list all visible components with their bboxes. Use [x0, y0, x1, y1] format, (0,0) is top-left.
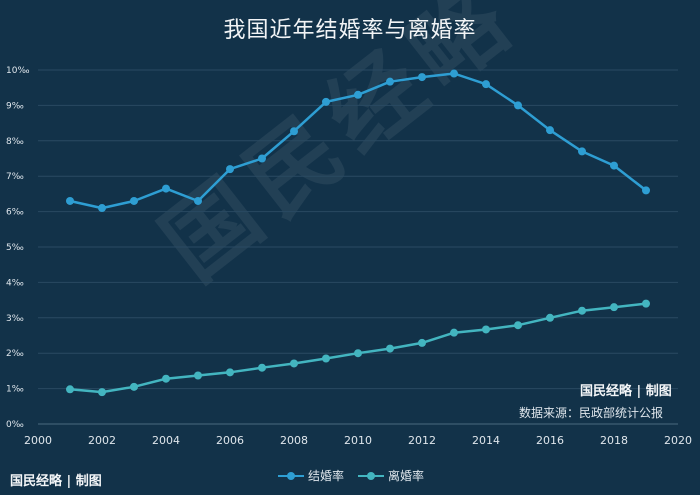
legend-swatch-marriage	[278, 471, 304, 481]
y-tick-label: 4‰	[6, 278, 24, 288]
x-tick-label: 2012	[408, 434, 436, 447]
y-axis: 0‰ 1‰ 2‰ 3‰ 4‰ 5‰ 6‰ 7‰ 8‰ 9‰ 10‰	[6, 66, 30, 430]
data-point-divorce	[418, 338, 426, 347]
x-tick-label: 2002	[88, 434, 116, 447]
legend: 结婚率 离婚率	[278, 467, 424, 484]
data-point-marriage	[66, 196, 74, 205]
data-point-marriage	[546, 126, 554, 135]
data-point-marriage	[610, 161, 618, 170]
legend-item-marriage: 结婚率	[278, 467, 344, 484]
data-point-divorce	[578, 306, 586, 315]
x-tick-label: 2006	[216, 434, 244, 447]
chart-title: 我国近年结婚率与离婚率	[223, 18, 477, 43]
x-tick-label: 2020	[664, 434, 692, 447]
data-point-marriage	[642, 186, 650, 195]
x-axis: 2000 2002 2004 2006 2008 2010 2012 2014 2016 2018…	[24, 434, 692, 447]
data-point-divorce	[354, 349, 362, 358]
legend-label-marriage: 结婚率	[308, 469, 345, 483]
data-point-marriage	[226, 165, 234, 174]
x-tick-label: 2018	[600, 434, 628, 447]
data-point-divorce	[482, 325, 490, 334]
data-point-divorce	[130, 382, 138, 391]
data-point-divorce	[194, 371, 202, 380]
data-point-divorce	[226, 368, 234, 377]
data-point-marriage	[98, 204, 106, 213]
legend-label-divorce: 离婚率	[388, 469, 425, 483]
y-tick-label: 2‰	[6, 349, 24, 359]
legend-swatch-divorce	[358, 471, 385, 481]
data-point-marriage	[482, 80, 490, 89]
y-tick-label: 0‰	[6, 420, 24, 430]
source-note: 数据来源：民政部统计公报	[519, 406, 664, 420]
x-tick-label: 2016	[536, 434, 564, 447]
footer-logo: 国民经略 | 制图	[10, 474, 102, 489]
x-tick-label: 2000	[24, 434, 52, 447]
data-point-divorce	[162, 374, 170, 383]
data-point-marriage	[354, 90, 362, 99]
data-point-divorce	[610, 303, 618, 312]
y-tick-label: 5‰	[6, 243, 24, 253]
brand-mark: 国民经略 | 制图	[580, 384, 672, 399]
y-tick-label: 1‰	[6, 385, 24, 395]
data-point-divorce	[642, 299, 650, 308]
data-point-divorce	[386, 344, 394, 353]
data-point-marriage	[514, 101, 522, 110]
y-tick-label: 9‰	[6, 101, 24, 111]
data-point-divorce	[514, 321, 522, 330]
y-tick-label: 6‰	[6, 208, 24, 218]
data-point-divorce	[290, 359, 298, 368]
gridlines	[38, 69, 678, 425]
series-line-divorce	[69, 302, 647, 394]
data-point-marriage	[386, 77, 394, 86]
y-tick-label: 8‰	[6, 137, 24, 147]
legend-item-divorce: 离婚率	[358, 467, 424, 484]
y-tick-label: 3‰	[6, 314, 24, 324]
data-point-marriage	[322, 97, 330, 106]
data-point-divorce	[546, 313, 554, 322]
data-point-marriage	[450, 69, 458, 78]
x-tick-label: 2004	[152, 434, 180, 447]
data-point-marriage	[130, 196, 138, 205]
data-point-marriage	[290, 127, 298, 136]
data-point-marriage	[578, 147, 586, 156]
x-tick-label: 2010	[344, 434, 372, 447]
y-tick-label: 10‰	[6, 66, 30, 76]
data-point-marriage	[162, 184, 170, 193]
data-point-divorce	[66, 385, 74, 394]
data-point-marriage	[194, 196, 202, 205]
data-point-divorce	[450, 328, 458, 337]
data-point-divorce	[98, 388, 106, 397]
data-point-marriage	[418, 73, 426, 82]
data-point-marriage	[258, 154, 266, 163]
series-group	[66, 69, 650, 397]
x-tick-label: 2014	[472, 434, 500, 447]
x-tick-label: 2008	[280, 434, 308, 447]
data-point-divorce	[258, 363, 266, 372]
y-tick-label: 7‰	[6, 172, 24, 182]
data-point-divorce	[322, 354, 330, 363]
